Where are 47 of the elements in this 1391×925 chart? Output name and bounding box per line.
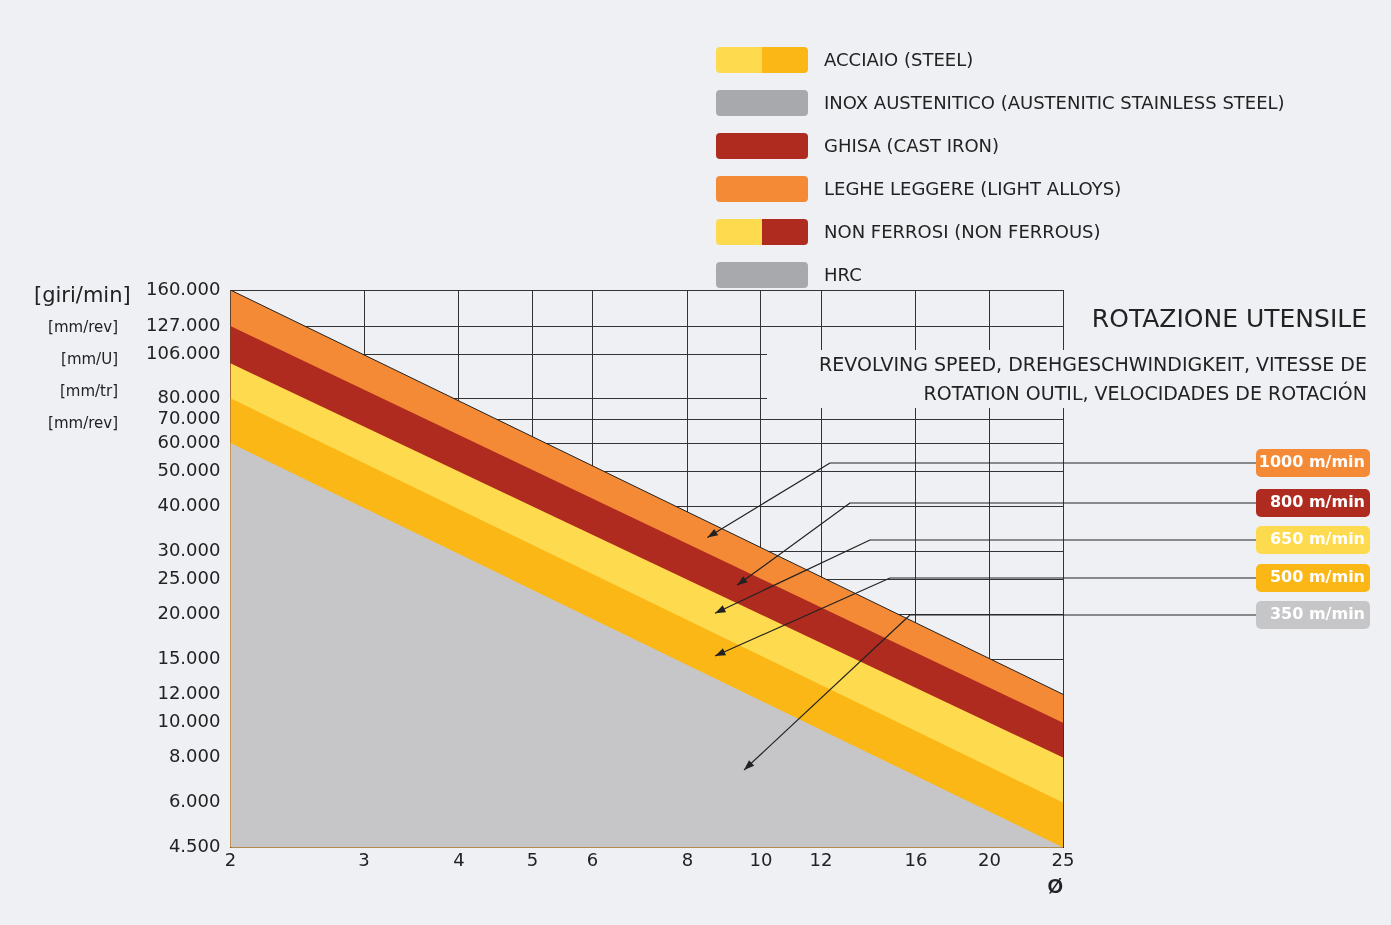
x-axis-title: Ø [1047, 874, 1063, 897]
text: 1000 m/min [1258, 452, 1365, 472]
x-tick-label: 10 [749, 848, 773, 870]
y-tick-label: 8.000 [168, 745, 221, 767]
x-tick-label: 20 [977, 848, 1001, 870]
y-tick-label: 127.000 [146, 313, 221, 335]
text: INOX AUSTENITICO (AUSTENITIC STAINLESS STEEL) [824, 92, 1285, 113]
text: [mm/U] [61, 350, 118, 368]
x-tick-label: 16 [904, 848, 928, 870]
y-tick-label: 15.000 [157, 647, 221, 669]
y-tick-label: 106.000 [146, 341, 221, 363]
x-tick-label: 5 [526, 848, 539, 870]
y-tick-label: 40.000 [157, 494, 221, 516]
x-tick-label: 3 [358, 848, 370, 870]
text: NON FERROSI (NON FERROUS) [824, 221, 1101, 242]
x-tick-label: 4 [453, 848, 465, 870]
y-tick-label: 160.000 [146, 277, 221, 299]
y-tick-label: 4.500 [168, 835, 221, 857]
text: LEGHE LEGGERE (LIGHT ALLOYS) [824, 178, 1122, 199]
text: 500 m/min [1269, 567, 1365, 587]
y-tick-label: 6.000 [168, 790, 221, 812]
text: 350 m/min [1269, 604, 1365, 624]
text: [mm/tr] [59, 382, 118, 400]
y-tick-label: 20.000 [157, 602, 221, 624]
y-tick-label: 60.000 [157, 430, 221, 452]
x-tick-label: 25 [1051, 848, 1075, 870]
y-tick-label: 12.000 [157, 681, 221, 703]
text: HRC [824, 264, 862, 285]
y-tick-label: 50.000 [157, 459, 221, 481]
x-tick-label: 6 [586, 848, 599, 870]
text: [mm/rev] [48, 414, 118, 432]
text: [mm/rev] [48, 318, 118, 336]
x-tick-label: 8 [681, 848, 694, 870]
y-tick-label: 30.000 [157, 538, 221, 560]
y-tick-label: 10.000 [157, 710, 221, 732]
text: GHISA (CAST IRON) [824, 135, 1000, 156]
text: ACCIAIO (STEEL) [824, 49, 974, 70]
text: ROTAZIONE UTENSILE [1091, 304, 1367, 333]
y-tick-label: 80.000 [157, 385, 221, 407]
y-axis-title: [giri/min] [34, 283, 131, 307]
x-tick-label: 12 [809, 848, 833, 870]
text: 800 m/min [1269, 492, 1365, 512]
y-tick-label: 25.000 [157, 567, 221, 589]
x-tick-label: 2 [224, 848, 237, 870]
text: REVOLVING SPEED, DREHGESCHWINDIGKEIT, VITESSE DE ROTATION OUTIL, VELOCIDADES DE ROTACIÓN [767, 350, 1367, 408]
y-tick-label: 70.000 [157, 406, 221, 428]
text: 650 m/min [1269, 529, 1365, 549]
